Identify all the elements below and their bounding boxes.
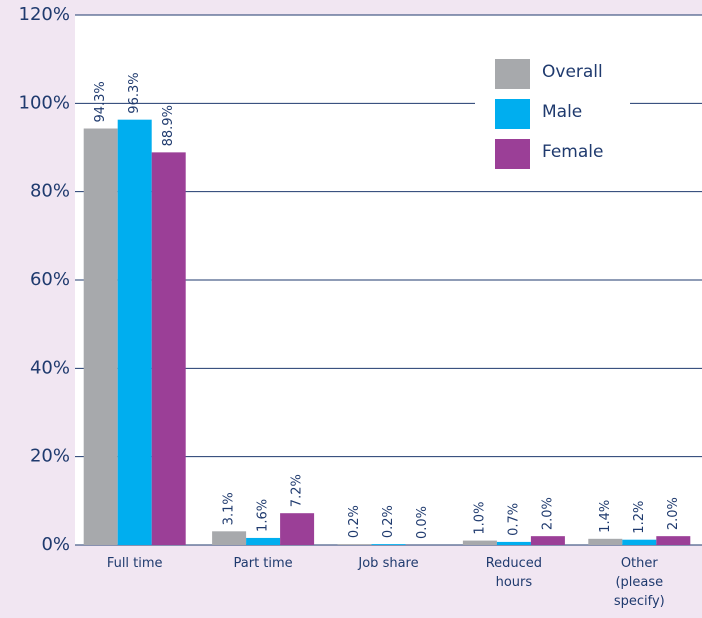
bar [496,541,531,545]
bar [588,538,623,545]
y-tick-label: 0% [41,534,70,555]
bar [622,539,657,545]
legend-swatch [495,99,530,129]
y-tick-label: 20% [30,446,70,467]
y-tick-label: 120% [19,4,70,25]
bar [530,536,565,545]
legend-label: Male [542,102,582,122]
value-label: 0.2% [381,505,396,538]
bar [151,152,186,545]
y-tick-label: 80% [30,181,70,202]
bar [656,536,691,545]
value-label: 88.9% [161,105,176,146]
value-label: 1.6% [256,499,271,532]
bar [83,128,118,545]
value-label: 96.3% [127,72,142,113]
value-label: 2.0% [540,497,555,530]
x-tick-label: Other (please specify) [613,556,665,609]
bar [337,544,372,545]
value-label: 0.2% [347,505,362,538]
x-tick-label: Job share [358,556,419,571]
x-tick-label: Full time [106,556,163,571]
x-tick-label: Reduced hours [485,556,543,590]
value-label: 1.2% [632,501,647,534]
bar [371,544,406,545]
value-label: 1.4% [598,500,613,533]
legend-swatch [495,139,530,169]
value-label: 3.1% [222,492,237,525]
legend-label: Overall [542,62,603,82]
value-label: 7.2% [290,474,305,507]
bar [212,531,247,545]
value-label: 94.3% [93,81,108,122]
bar [462,540,497,545]
bar [117,119,152,546]
y-tick-label: 40% [30,357,70,378]
value-label: 0.7% [506,503,521,536]
value-label: 2.0% [666,497,681,530]
bar [280,513,315,545]
bar [246,537,281,545]
legend-label: Female [542,142,603,162]
y-tick-label: 60% [30,269,70,290]
x-tick-label: Part time [233,556,293,571]
legend-swatch [495,59,530,89]
y-tick-label: 100% [19,92,70,113]
value-label: 0.0% [415,506,430,539]
value-label: 1.0% [472,502,487,535]
